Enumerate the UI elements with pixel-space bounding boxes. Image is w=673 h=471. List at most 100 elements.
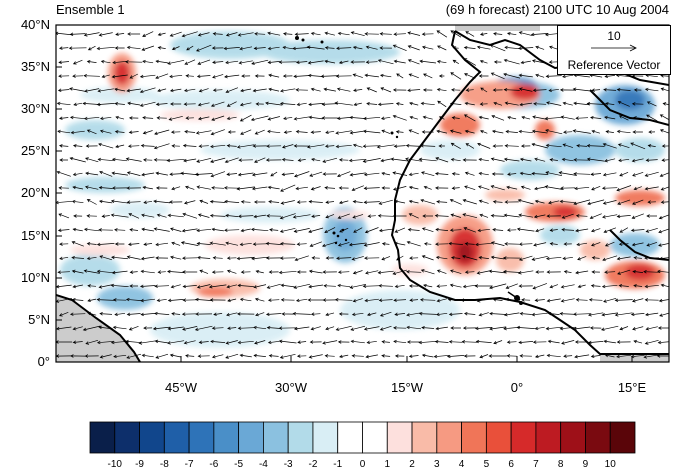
wind-arrow [645,312,659,317]
wind-arrow [559,326,576,331]
wind-arrow [503,312,520,317]
wind-arrow [337,340,350,344]
wind-arrow [478,171,489,176]
wind-arrow [111,255,129,260]
wind-arrow [376,144,395,149]
wind-arrow [577,284,586,289]
lon-label: 0° [510,380,524,395]
wind-arrow [590,115,602,120]
wind-arrow [296,102,307,107]
wind-arrow [589,326,602,330]
wind-arrow [280,184,296,192]
wind-arrow [548,88,559,93]
wind-arrow [586,143,605,148]
wind-arrow [114,228,126,232]
colorbar-box [362,421,388,454]
wind-arrow [366,87,377,93]
wind-arrow [114,46,125,50]
wind-arrow [295,298,308,303]
wind-arrow [293,283,311,289]
wind-arrow [265,101,283,106]
wind-arrow [167,326,184,331]
wind-arrow [480,87,488,93]
wind-arrow [492,200,503,204]
wind-arrow [352,199,363,204]
wind-arrow [155,102,168,107]
wind-arrow [561,340,575,345]
wind-arrow [352,214,364,219]
wind-arrow [534,199,545,204]
colorbar-box [485,421,512,454]
wind-arrow [224,74,240,79]
wind-arrow [477,228,490,233]
wind-arrow [237,326,254,331]
wind-arrow [267,185,280,190]
wind-arrow [547,339,560,344]
wind-arrow [267,340,280,345]
wind-arrow [58,74,70,78]
wind-arrow [255,269,264,274]
wind-arrow [334,297,353,302]
wind-arrow [324,144,335,148]
wind-arrow [253,353,266,358]
wind-arrow [153,199,171,204]
wind-arrow [436,59,447,64]
wind-arrow [335,74,352,78]
wind-arrow [99,116,112,121]
wind-arrow [366,101,378,106]
colorbar [89,421,636,454]
wind-arrow [393,298,407,302]
wind-arrow [70,354,86,358]
wind-arrow [602,200,617,205]
wind-arrow [601,284,618,289]
wind-arrow [422,214,433,218]
wind-arrow [337,213,350,219]
wind-arrow [574,186,590,191]
wind-arrow [239,102,252,107]
wind-arrow [617,269,631,275]
wind-arrow [436,284,447,288]
colorbar-tick-label: -10 [107,459,122,470]
wind-arrow [336,46,352,51]
wind-arrow [324,186,336,190]
lat-label: 30°N [20,101,50,116]
wind-arrow [56,200,73,205]
wind-arrow [296,242,307,246]
wind-arrow [268,199,280,204]
wind-arrow [212,74,224,79]
wind-arrow [96,297,115,302]
wind-arrow [167,213,184,218]
wind-arrow [198,88,209,93]
wind-arrow [633,339,643,344]
wind-arrow [591,185,601,191]
wind-arrow [223,186,240,190]
wind-arrow [587,199,605,206]
colorbar-box [287,421,314,454]
wind-arrow [434,171,449,176]
wind-arrow [381,171,391,176]
wind-arrow [478,115,489,120]
wind-arrow [154,339,169,344]
wind-arrow [308,227,324,233]
colorbar-tick-label: -9 [135,459,144,470]
wind-arrow [141,172,155,177]
wind-arrow [516,325,535,330]
wind-arrow [196,228,212,233]
wind-arrow [418,157,437,162]
wind-arrow [503,157,520,162]
wind-arrow [212,32,223,36]
wind-arrow [353,227,363,233]
wind-arrow [252,144,267,148]
wind-arrow [645,158,658,162]
wind-arrow [241,74,251,78]
wind-arrow [378,298,393,303]
wind-arrow [211,326,224,330]
wind-arrow [86,129,97,135]
wind-arrow [251,59,269,65]
wind-arrow [155,73,169,80]
wind-arrow [225,87,239,94]
wind-arrow [170,284,181,289]
colorbar-tick-label: -2 [308,459,318,470]
wind-arrow [363,326,380,331]
lat-label: 25°N [20,143,50,158]
